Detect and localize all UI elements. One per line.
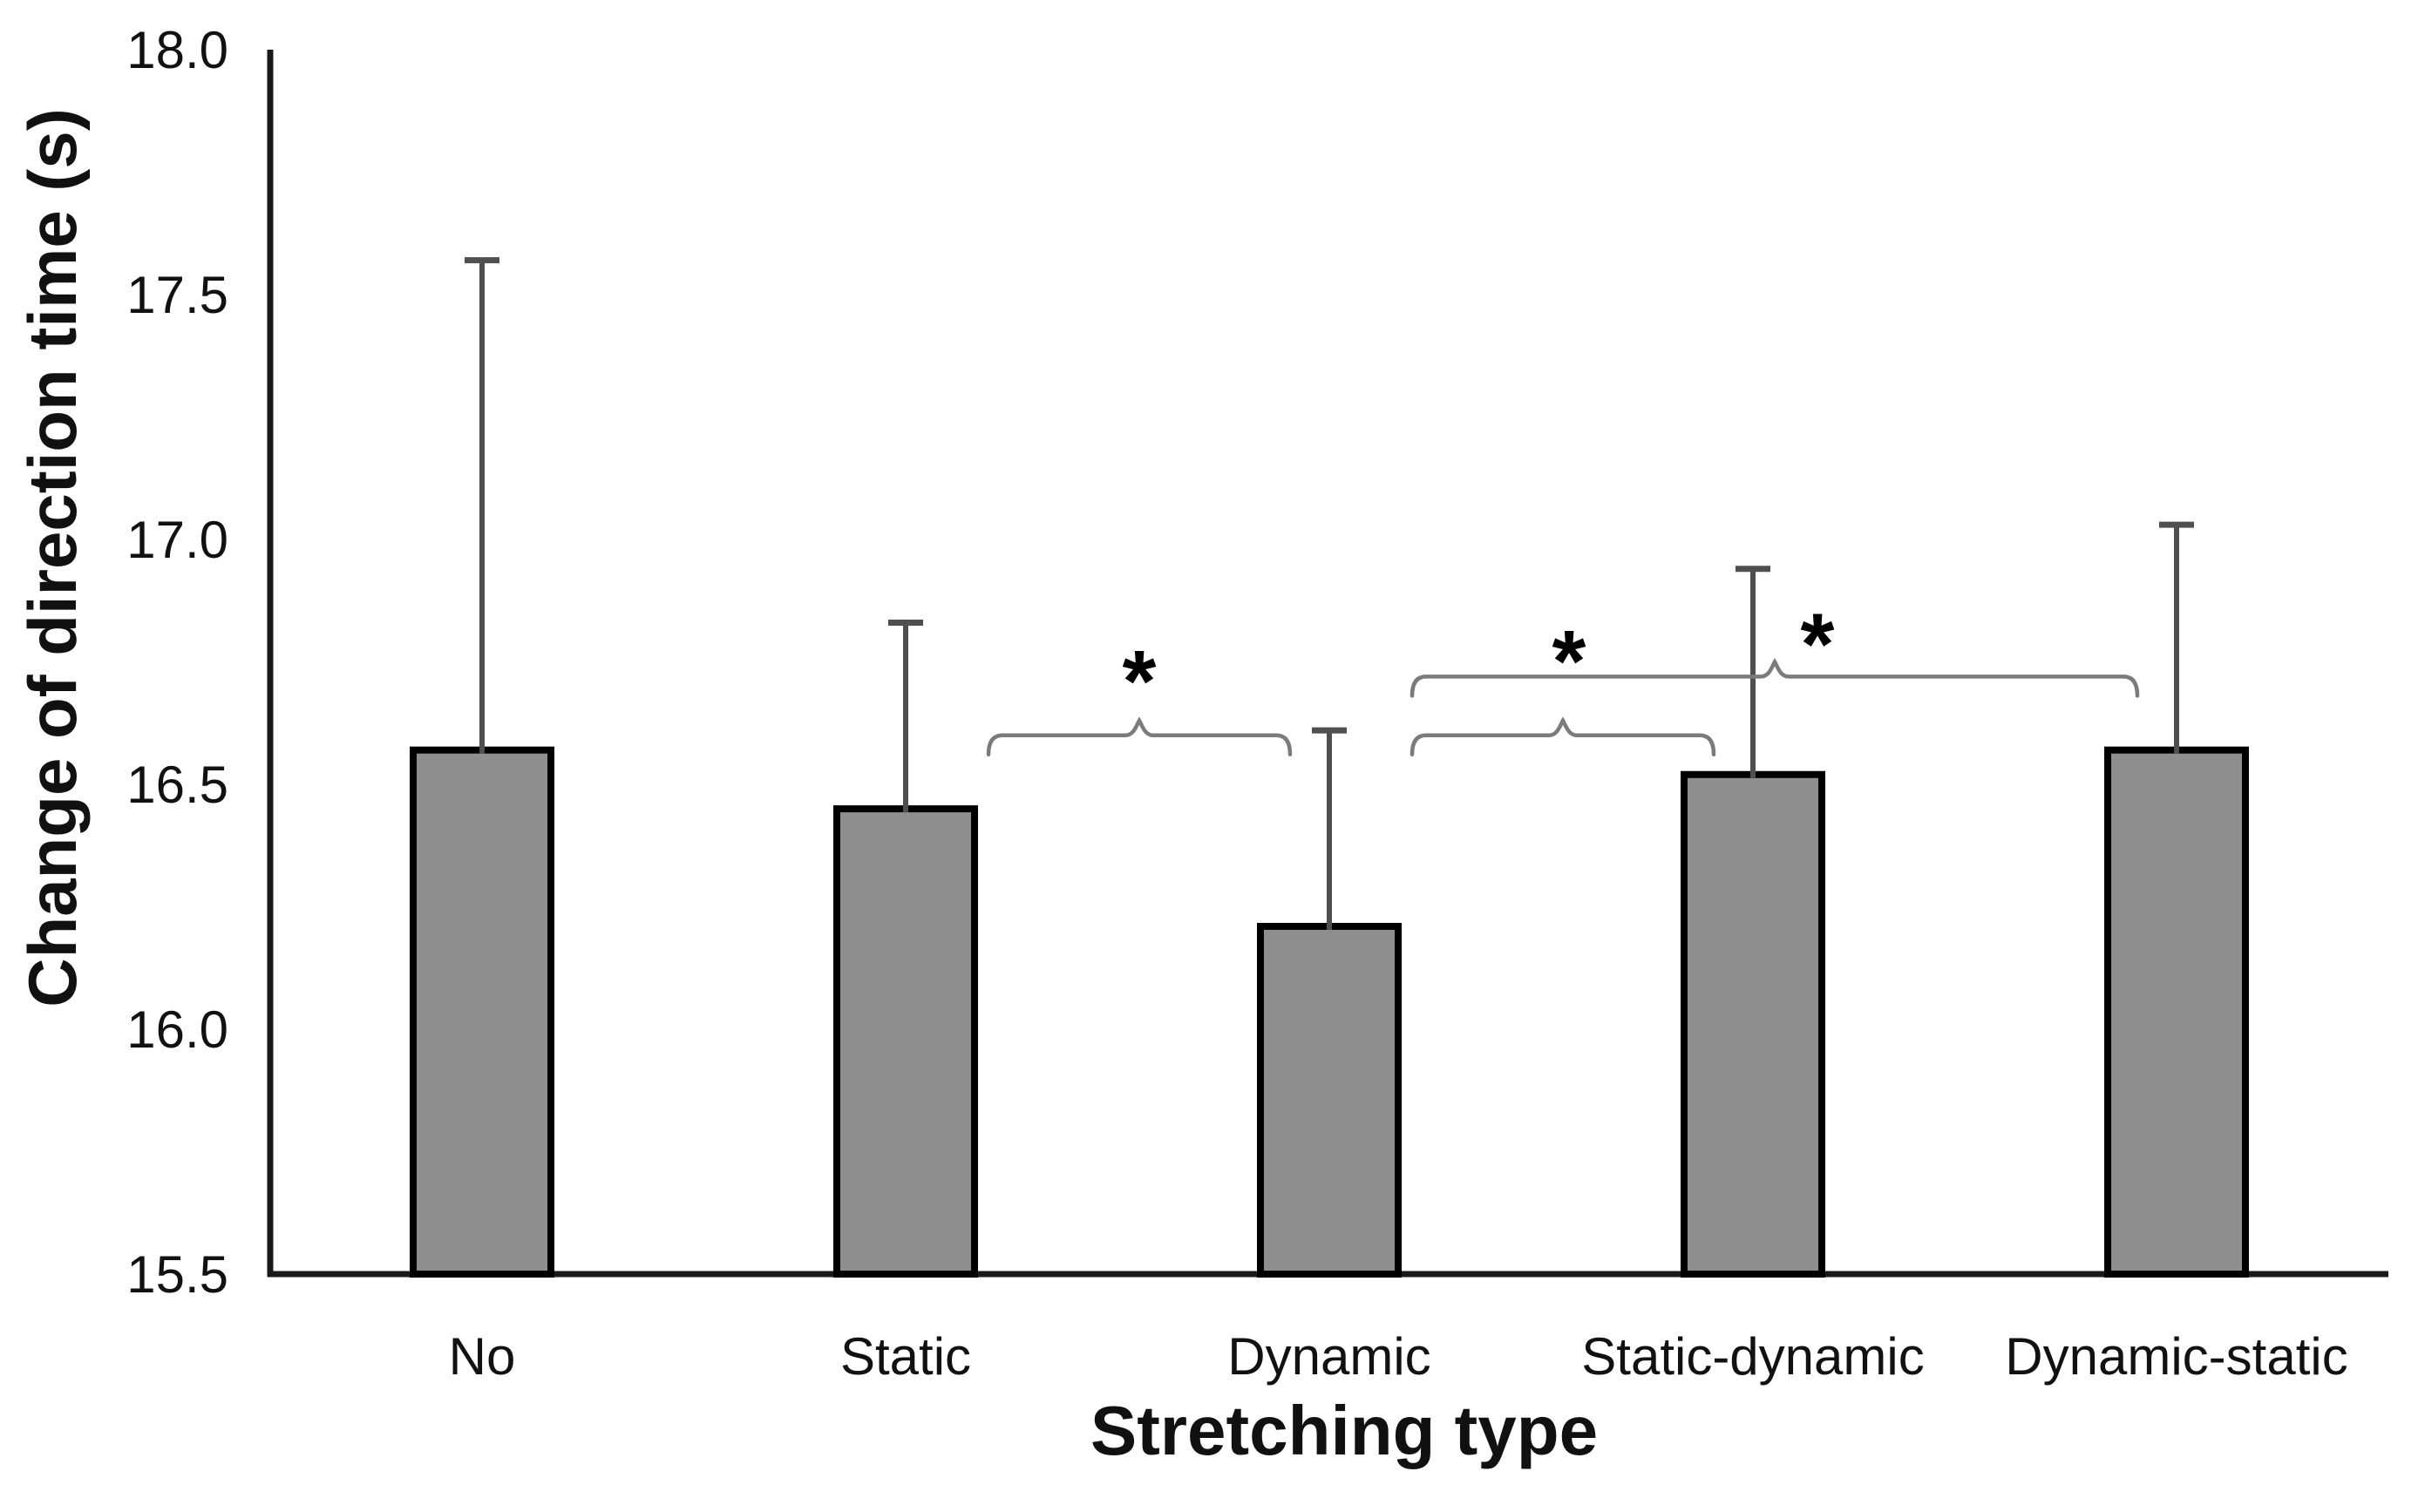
bar-dynamic-static (2104, 746, 2249, 1278)
x-category-label: Dynamic (1227, 1327, 1430, 1386)
significance-bracket (1409, 657, 2140, 698)
y-tick-label: 18.0 (126, 21, 228, 79)
x-category-label: No (449, 1327, 516, 1386)
y-tick-label: 17.5 (126, 266, 228, 324)
bar-dynamic (1257, 922, 1402, 1278)
bar-static-dynamic (1681, 770, 1825, 1278)
y-tick-label: 17.0 (126, 511, 228, 569)
y-tick-label: 16.0 (126, 1000, 228, 1059)
y-axis-title: Change of direction time (s) (14, 108, 91, 1007)
significance-asterisk: * (1552, 613, 1586, 710)
bar-no (410, 746, 554, 1278)
significance-bracket (986, 716, 1293, 757)
y-tick-label: 15.5 (126, 1245, 228, 1304)
x-category-label: Static (840, 1327, 971, 1386)
significance-bracket (1409, 716, 1716, 757)
x-axis-title: Stretching type (1090, 1392, 1599, 1469)
x-category-label: Static-dynamic (1581, 1327, 1924, 1386)
y-tick-label: 16.5 (126, 756, 228, 814)
x-category-label: Dynamic-static (2005, 1327, 2347, 1386)
significance-asterisk: * (1123, 633, 1157, 730)
significance-asterisk: * (1801, 595, 1835, 693)
bar-static (833, 805, 978, 1278)
